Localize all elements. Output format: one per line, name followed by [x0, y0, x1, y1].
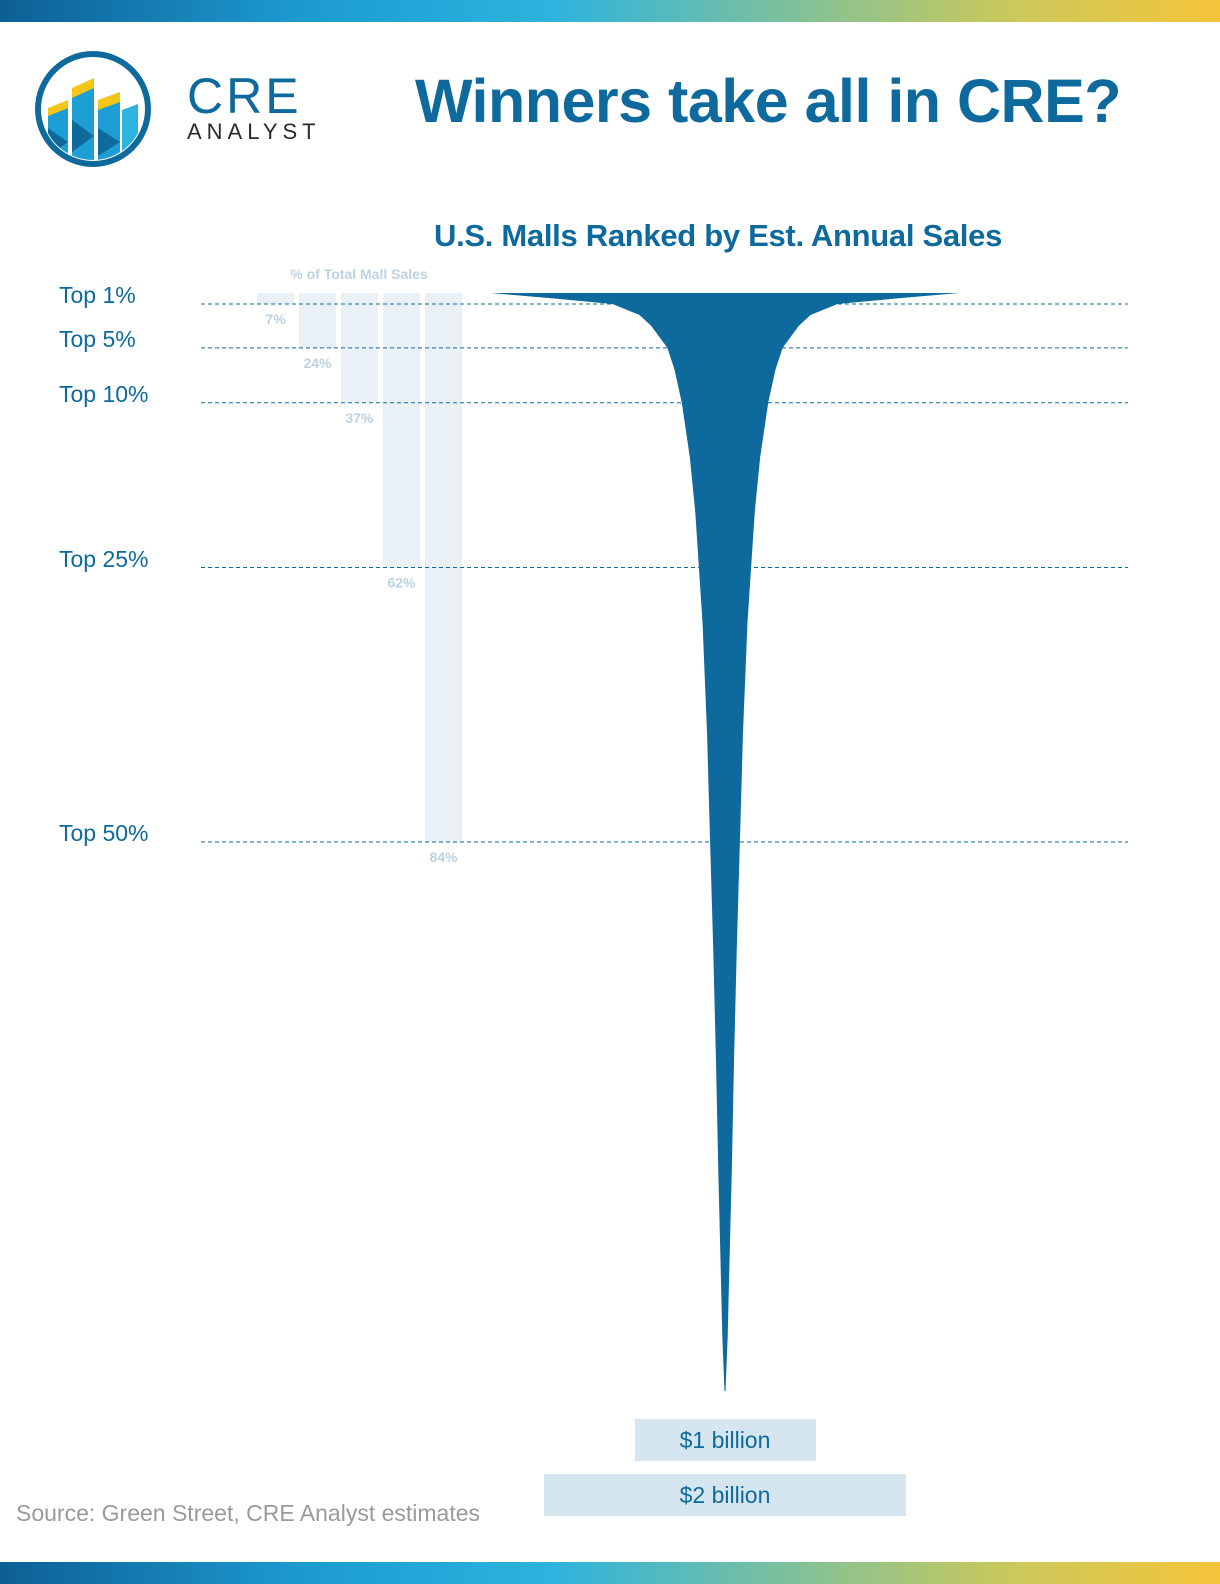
- bottom-gradient-band: [0, 1562, 1220, 1584]
- tier-label-5: Top 5%: [59, 325, 136, 352]
- chart-title: U.S. Malls Ranked by Est. Annual Sales: [433, 218, 1003, 253]
- brand-name: CRE: [187, 68, 302, 124]
- share-bar-1: [257, 293, 294, 304]
- top-gradient-band: [0, 0, 1220, 22]
- cre-analyst-logo: [35, 51, 151, 167]
- page-headline: Winners take all in CRE?: [415, 67, 1122, 135]
- tier-label-1: Top 1%: [59, 281, 136, 308]
- share-bar-5: [299, 293, 336, 348]
- brand-wordmark: CRE ANALYST: [187, 70, 321, 144]
- bar-header: % of Total Mall Sales: [290, 266, 428, 282]
- scale-box-1b: $1 billion: [634, 1419, 816, 1461]
- tier-label-25: Top 25%: [59, 545, 149, 572]
- source-note: Source: Green Street, CRE Analyst estima…: [16, 1500, 481, 1526]
- share-label-25: 62%: [387, 575, 416, 591]
- scale-box-2b: $2 billion: [544, 1474, 906, 1516]
- share-label-50: 84%: [429, 849, 458, 865]
- tier-label-50: Top 50%: [59, 820, 149, 846]
- brand-subname: ANALYST: [187, 119, 321, 144]
- share-label-1: 7%: [265, 311, 286, 327]
- share-bar-25: [383, 293, 420, 568]
- tier-label-10: Top 10%: [59, 380, 149, 407]
- share-label-5: 24%: [303, 355, 332, 371]
- sales-curve: [491, 293, 959, 1391]
- share-label-10: 37%: [345, 410, 374, 426]
